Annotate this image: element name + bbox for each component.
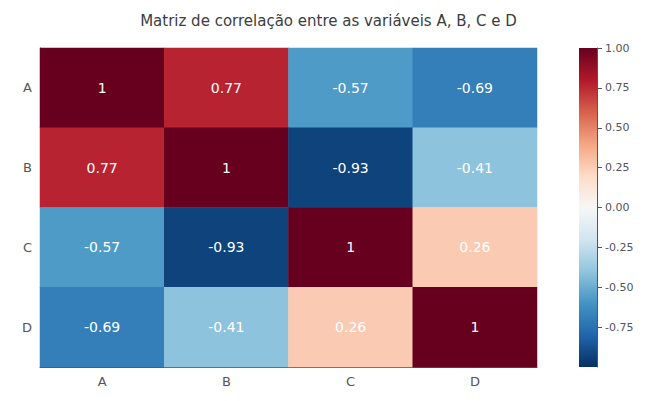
svg-text:1: 1 bbox=[98, 80, 107, 96]
svg-text:-0.57: -0.57 bbox=[333, 80, 369, 96]
svg-text:-0.50: -0.50 bbox=[605, 281, 633, 294]
svg-text:0.77: 0.77 bbox=[211, 80, 242, 96]
svg-text:0.26: 0.26 bbox=[335, 319, 366, 335]
svg-text:-0.75: -0.75 bbox=[605, 321, 633, 334]
svg-text:C: C bbox=[346, 374, 355, 389]
svg-text:-0.69: -0.69 bbox=[457, 80, 493, 96]
svg-text:0.77: 0.77 bbox=[87, 160, 118, 176]
svg-text:-0.57: -0.57 bbox=[84, 239, 120, 255]
svg-text:0.26: 0.26 bbox=[459, 239, 490, 255]
svg-text:A: A bbox=[23, 80, 32, 95]
svg-text:A: A bbox=[98, 374, 107, 389]
svg-text:1: 1 bbox=[346, 239, 355, 255]
svg-text:Matriz de correlação entre as: Matriz de correlação entre as variáveis … bbox=[140, 12, 517, 30]
svg-text:1.00: 1.00 bbox=[605, 42, 630, 55]
svg-text:-0.93: -0.93 bbox=[208, 239, 244, 255]
svg-text:0.50: 0.50 bbox=[605, 121, 630, 134]
svg-text:D: D bbox=[470, 374, 480, 389]
svg-text:1: 1 bbox=[470, 319, 479, 335]
svg-text:0.25: 0.25 bbox=[605, 161, 630, 174]
svg-text:-0.25: -0.25 bbox=[605, 241, 633, 254]
svg-text:1: 1 bbox=[222, 160, 231, 176]
svg-text:C: C bbox=[23, 240, 32, 255]
svg-text:D: D bbox=[22, 320, 32, 335]
svg-text:0.75: 0.75 bbox=[605, 81, 630, 94]
svg-text:-0.41: -0.41 bbox=[208, 319, 244, 335]
svg-text:0.00: 0.00 bbox=[605, 201, 630, 214]
svg-text:B: B bbox=[222, 374, 231, 389]
svg-text:-0.41: -0.41 bbox=[457, 160, 493, 176]
svg-text:B: B bbox=[23, 160, 32, 175]
svg-text:-0.69: -0.69 bbox=[84, 319, 120, 335]
svg-text:-0.93: -0.93 bbox=[333, 160, 369, 176]
